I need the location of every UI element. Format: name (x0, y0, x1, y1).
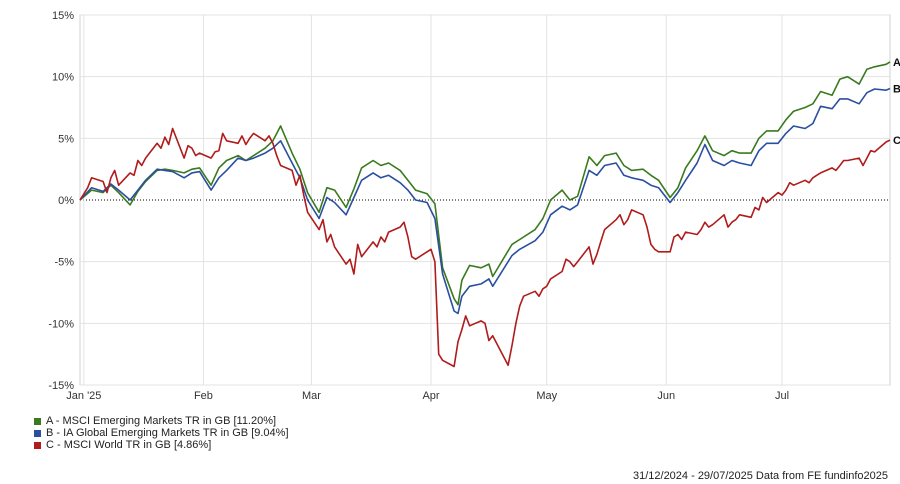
legend-item-c: C - MSCI World TR in GB [4.86%] (34, 439, 289, 451)
x-tick-label: Mar (302, 390, 321, 402)
y-axis: 15% 10% 5% 0% -5% -10% -15% (48, 10, 74, 392)
x-tick-label: Jul (775, 390, 789, 402)
legend-item-b: B - IA Global Emerging Markets TR in GB … (34, 427, 289, 439)
x-tick-label: Jan '25 (66, 390, 101, 402)
legend-label-b: B - IA Global Emerging Markets TR in GB … (46, 427, 289, 439)
y-tick-label: 0% (58, 195, 74, 207)
legend-item-a: A - MSCI Emerging Markets TR in GB [11.2… (34, 415, 289, 427)
series-lines (79, 61, 891, 368)
legend: A - MSCI Emerging Markets TR in GB [11.2… (34, 415, 289, 451)
x-tick-label: Apr (422, 390, 439, 402)
y-tick-label: -5% (54, 257, 74, 269)
y-tick-label: 10% (52, 72, 74, 84)
series-end-label-a: A (893, 57, 900, 69)
series-end-label-c: C (893, 135, 900, 147)
y-tick-label: -15% (48, 380, 74, 392)
performance-line-chart: 15% 10% 5% 0% -5% -10% -15% Jan '25 Feb Mar Apr Ma… (48, 10, 900, 402)
series-end-labels: A B C (893, 57, 900, 147)
series-line-c (79, 127, 891, 368)
legend-swatch-a (34, 417, 41, 425)
x-tick-label: Jun (657, 390, 675, 402)
legend-swatch-c (34, 441, 41, 449)
legend-swatch-b (34, 429, 41, 437)
x-tick-label: Feb (194, 390, 213, 402)
series-line-b (79, 87, 891, 315)
x-axis: Jan '25 Feb Mar Apr May Jun Jul (66, 390, 789, 402)
legend-label-c: C - MSCI World TR in GB [4.86%] (46, 439, 212, 451)
footer-date-range: 31/12/2024 - 29/07/2025 Data from FE fun… (632, 470, 888, 482)
chart-grid (79, 14, 891, 386)
series-end-label-b: B (893, 84, 900, 96)
legend-label-a: A - MSCI Emerging Markets TR in GB [11.2… (46, 415, 277, 427)
y-tick-label: 15% (52, 10, 74, 22)
series-line-a (79, 61, 891, 306)
y-tick-label: 5% (58, 133, 74, 145)
x-tick-label: May (536, 390, 557, 402)
y-tick-label: -10% (48, 318, 74, 330)
